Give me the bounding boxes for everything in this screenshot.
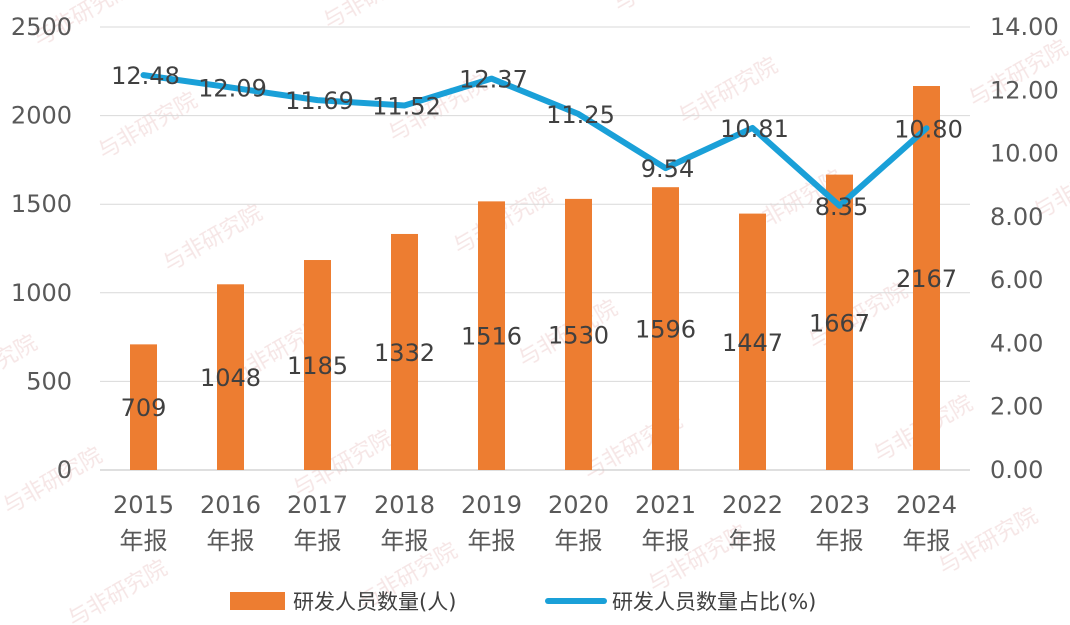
line-data-label: 9.54 <box>641 155 694 183</box>
legend-label-line: 研发人员数量占比(%) <box>612 590 816 614</box>
left-tick-label: 1500 <box>11 190 72 218</box>
line-series <box>140 72 930 209</box>
bar <box>130 344 157 470</box>
gridlines <box>100 26 970 471</box>
bar-data-label: 1447 <box>722 329 783 357</box>
bar <box>826 174 853 470</box>
left-tick-label: 2000 <box>11 102 72 130</box>
line-point <box>230 86 231 88</box>
bar-data-label: 1596 <box>635 316 696 344</box>
left-axis: 0 500 1000 1500 2000 2500 <box>11 13 72 484</box>
x-tick-label: 2020 年报 <box>548 491 609 555</box>
right-tick-label: 4.00 <box>990 329 1043 357</box>
line-data-label: 11.25 <box>546 101 615 129</box>
bar <box>652 187 679 471</box>
bar <box>913 86 940 470</box>
left-tick-label: 0 <box>57 456 72 484</box>
x-tick-label: 2015 年报 <box>113 491 174 555</box>
right-tick-label: 10.00 <box>990 140 1059 168</box>
right-tick-label: 12.00 <box>990 76 1059 104</box>
line-data-label: 10.80 <box>894 115 963 143</box>
bar <box>478 201 505 470</box>
bar-data-label: 1332 <box>374 339 435 367</box>
bar-series <box>130 86 940 471</box>
line-series-path <box>140 72 930 209</box>
line-data-label: 8.35 <box>815 193 868 221</box>
bar <box>391 233 418 470</box>
line-data-label: 10.81 <box>720 115 789 143</box>
bar-data-label: 1185 <box>287 352 348 380</box>
line-data-label: 12.09 <box>198 74 267 102</box>
bar <box>565 198 592 470</box>
legend-swatch-bar <box>230 592 285 610</box>
legend-label-bar: 研发人员数量(人) <box>293 590 456 614</box>
left-tick-label: 500 <box>26 367 72 395</box>
bar-data-labels: 709 1048 1185 1332 1516 1530 1596 1447 1667 2167 <box>121 265 957 422</box>
right-tick-label: 14.00 <box>990 13 1059 41</box>
bar <box>217 284 244 470</box>
bar-data-label: 1530 <box>548 321 609 349</box>
x-tick-label: 2019 年报 <box>461 491 522 555</box>
bar-data-label: 2167 <box>896 265 957 293</box>
right-tick-label: 8.00 <box>990 203 1043 231</box>
x-tick-label: 2024 年报 <box>896 491 957 555</box>
line-point <box>491 78 492 80</box>
legend: 研发人员数量(人) 研发人员数量占比(%) <box>230 590 816 614</box>
line-point <box>839 205 840 207</box>
line-data-label: 11.52 <box>372 92 441 120</box>
line-point <box>752 127 753 129</box>
bar-data-label: 709 <box>121 394 167 422</box>
bar-data-label: 1516 <box>461 323 522 351</box>
line-data-label: 12.37 <box>459 66 528 94</box>
line-point <box>317 99 318 101</box>
x-tick-label: 2021 年报 <box>635 491 696 555</box>
right-axis: 0.00 2.00 4.00 6.00 8.00 10.00 12.00 14.00 <box>990 13 1059 484</box>
line-point <box>404 104 405 106</box>
x-tick-label: 2022 年报 <box>722 491 783 555</box>
x-axis: 2015 年报 2016 年报 2017 年报 2018 年报 2019 年报 2020 年报 2021… <box>113 491 957 555</box>
line-point <box>665 167 666 169</box>
bar <box>739 213 766 470</box>
right-tick-label: 0.00 <box>990 456 1043 484</box>
line-point <box>578 113 579 115</box>
line-point <box>143 74 144 76</box>
right-tick-label: 6.00 <box>990 266 1043 294</box>
line-data-label: 12.48 <box>111 62 180 90</box>
x-tick-label: 2018 年报 <box>374 491 435 555</box>
left-tick-label: 1000 <box>11 279 72 307</box>
bar-data-label: 1667 <box>809 309 870 337</box>
line-point <box>926 127 927 129</box>
x-tick-label: 2016 年报 <box>200 491 261 555</box>
bar <box>304 260 331 470</box>
line-data-label: 11.69 <box>285 87 354 115</box>
right-tick-label: 2.00 <box>990 393 1043 421</box>
x-tick-label: 2023 年报 <box>809 491 870 555</box>
line-data-labels: 12.48 12.09 11.69 11.52 12.37 11.25 9.54 10.81 8… <box>111 62 963 221</box>
x-tick-label: 2017 年报 <box>287 491 348 555</box>
bar-data-label: 1048 <box>200 364 261 392</box>
left-tick-label: 2500 <box>11 13 72 41</box>
